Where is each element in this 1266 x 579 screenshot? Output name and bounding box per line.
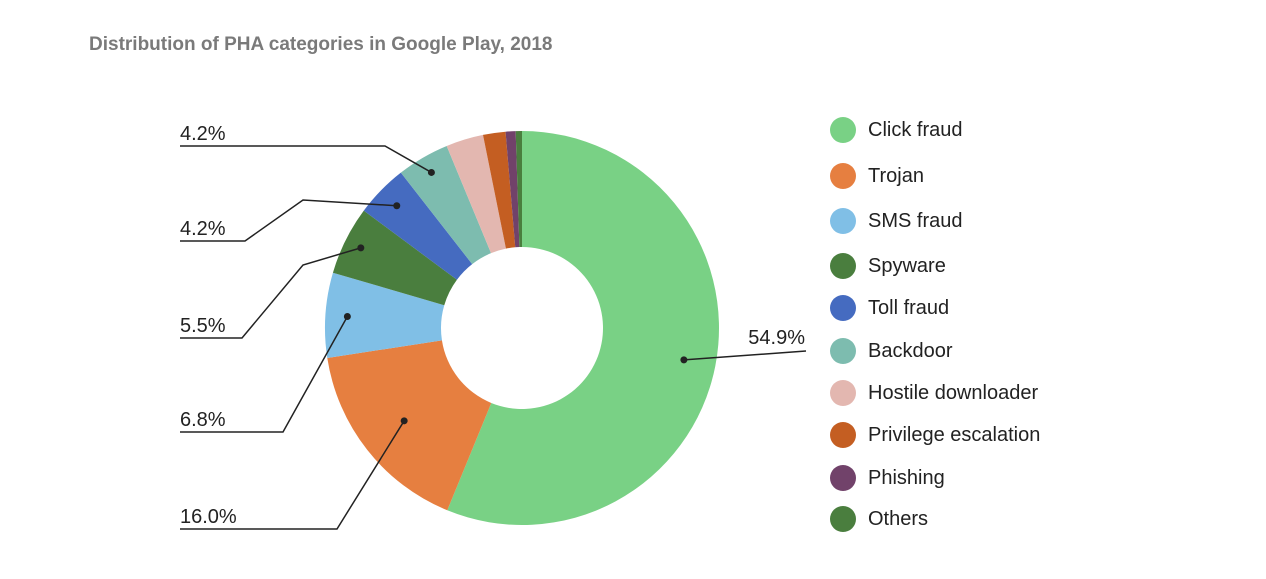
legend-swatch bbox=[830, 422, 856, 448]
slice-backdoor bbox=[400, 145, 492, 265]
legend-label: Backdoor bbox=[868, 339, 953, 362]
legend-item-privilege-escalation: Privilege escalation bbox=[830, 420, 1040, 450]
legend-swatch bbox=[830, 253, 856, 279]
slice-sms-fraud bbox=[324, 272, 445, 358]
legend-item-click-fraud: Click fraud bbox=[830, 115, 962, 145]
legend-item-toll-fraud: Toll fraud bbox=[830, 293, 949, 323]
callout-line-trojan bbox=[180, 420, 405, 530]
donut-slices bbox=[324, 131, 720, 526]
data-label-toll-fraud: 4.2% bbox=[180, 218, 226, 240]
legend-swatch bbox=[830, 117, 856, 143]
legend-item-hostile-downloader: Hostile downloader bbox=[830, 378, 1038, 408]
slice-spyware bbox=[332, 210, 457, 306]
legend-item-phishing: Phishing bbox=[830, 463, 945, 493]
legend-swatch bbox=[830, 163, 856, 189]
legend-swatch bbox=[830, 465, 856, 491]
callout-dot-spyware bbox=[357, 244, 365, 252]
legend-item-spyware: Spyware bbox=[830, 251, 946, 281]
data-label-sms-fraud: 6.8% bbox=[180, 409, 226, 431]
data-label-trojan: 16.0% bbox=[180, 506, 237, 528]
slice-hostile-downloader bbox=[446, 134, 506, 254]
slice-toll-fraud bbox=[363, 172, 473, 280]
slice-click-fraud bbox=[447, 131, 720, 526]
legend-item-trojan: Trojan bbox=[830, 161, 924, 191]
legend-swatch bbox=[830, 506, 856, 532]
legend-label: Click fraud bbox=[868, 118, 963, 141]
slice-trojan bbox=[327, 340, 492, 511]
legend-label: Privilege escalation bbox=[868, 423, 1041, 446]
legend-label: Spyware bbox=[868, 254, 946, 277]
legend-label: Trojan bbox=[868, 164, 924, 187]
legend-swatch bbox=[830, 295, 856, 321]
legend-item-sms-fraud: SMS fraud bbox=[830, 206, 962, 236]
legend-label: Phishing bbox=[868, 466, 945, 489]
legend-label: Hostile downloader bbox=[868, 381, 1039, 404]
data-label-backdoor: 4.2% bbox=[180, 123, 226, 145]
legend-item-backdoor: Backdoor bbox=[830, 336, 953, 366]
legend-label: SMS fraud bbox=[868, 209, 963, 232]
callout-line-sms-fraud bbox=[180, 316, 349, 433]
callout-line-click-fraud bbox=[683, 350, 807, 361]
callout-dot-click-fraud bbox=[680, 356, 688, 364]
legend-label: Toll fraud bbox=[868, 296, 950, 319]
legend-item-others: Others bbox=[830, 504, 928, 534]
callout-line-spyware bbox=[180, 247, 362, 339]
legend-swatch bbox=[830, 208, 856, 234]
callout-dot-trojan bbox=[400, 417, 408, 425]
callout-line-toll-fraud bbox=[180, 199, 397, 242]
chart-title: Distribution of PHA categories in Google… bbox=[89, 34, 553, 55]
slice-others bbox=[515, 131, 522, 248]
legend-swatch bbox=[830, 380, 856, 406]
legend-swatch bbox=[830, 338, 856, 364]
slice-privilege-escalation bbox=[482, 131, 516, 249]
slice-callouts: 54.9% 16.0% 6.8% 5.5% 4.2% 4.2% bbox=[180, 123, 807, 530]
callout-dot-toll-fraud bbox=[393, 202, 401, 210]
callout-dot-backdoor bbox=[427, 168, 435, 176]
legend-label: Others bbox=[868, 507, 929, 530]
data-label-spyware: 5.5% bbox=[180, 315, 226, 337]
callout-dot-sms-fraud bbox=[343, 312, 351, 320]
data-label-click-fraud: 54.9% bbox=[748, 327, 805, 349]
slice-phishing bbox=[505, 131, 520, 248]
callout-line-backdoor bbox=[180, 145, 432, 174]
